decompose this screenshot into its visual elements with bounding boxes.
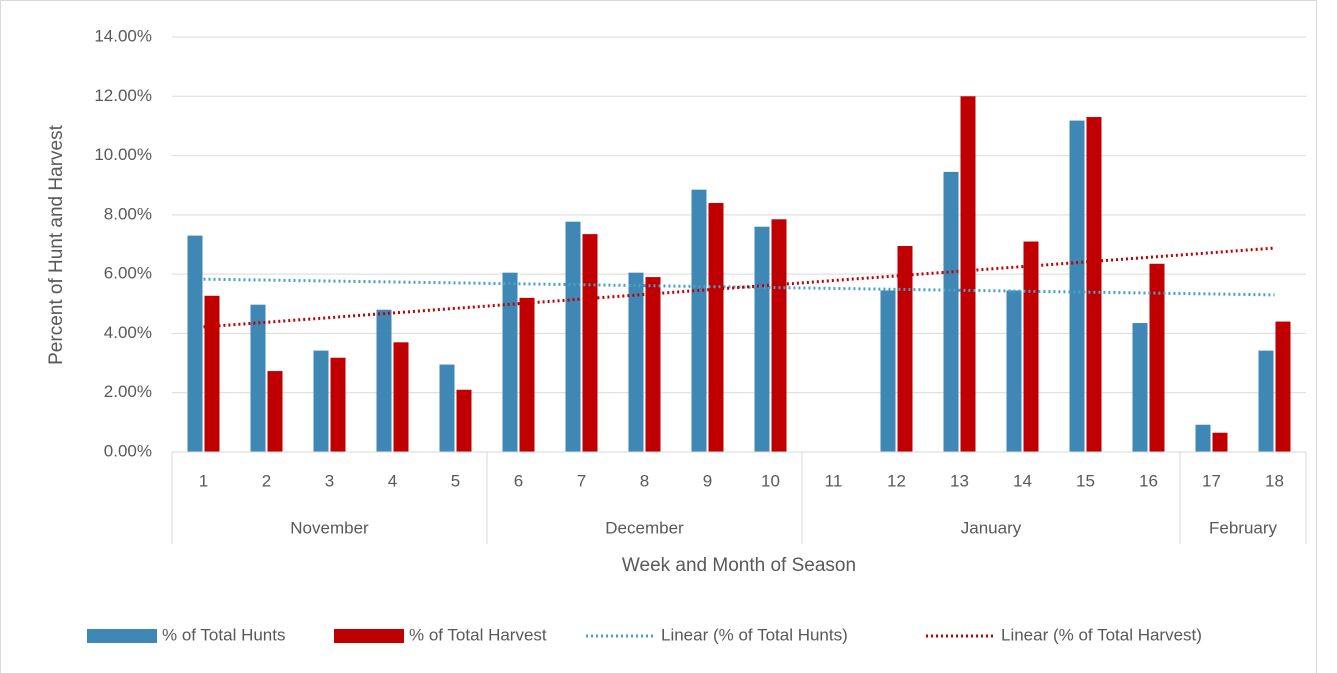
bar xyxy=(456,389,472,452)
x-tick-label: 7 xyxy=(577,471,586,490)
bar xyxy=(502,272,518,452)
x-tick-label: 4 xyxy=(388,471,397,490)
legend-label: Linear (% of Total Hunts) xyxy=(661,625,848,644)
bar xyxy=(1149,263,1165,452)
y-tick-label: 10.00% xyxy=(94,145,152,164)
bar xyxy=(519,297,535,452)
bar xyxy=(565,221,581,452)
bar xyxy=(393,342,409,452)
x-tick-label: 16 xyxy=(1139,471,1158,490)
bar xyxy=(1086,117,1102,453)
bar xyxy=(582,234,598,452)
bar xyxy=(439,364,455,452)
bar xyxy=(628,272,644,452)
x-tick-label: 3 xyxy=(325,471,334,490)
y-tick-label: 4.00% xyxy=(104,323,152,342)
y-tick-label: 2.00% xyxy=(104,382,152,401)
bar xyxy=(645,277,661,452)
legend-label: % of Total Harvest xyxy=(409,625,547,644)
x-tick-label: 12 xyxy=(887,471,906,490)
bar xyxy=(943,171,959,452)
legend-label: % of Total Hunts xyxy=(162,625,285,644)
group-label: December xyxy=(605,518,684,537)
bar xyxy=(880,290,896,452)
group-label: January xyxy=(961,518,1022,537)
x-tick-label: 17 xyxy=(1202,471,1221,490)
bar xyxy=(897,245,913,452)
x-tick-label: 1 xyxy=(199,471,208,490)
group-label: February xyxy=(1209,518,1278,537)
bar xyxy=(691,189,707,453)
bar xyxy=(376,309,392,452)
bar xyxy=(204,295,220,452)
bar xyxy=(267,371,283,452)
x-tick-label: 14 xyxy=(1013,471,1032,490)
y-tick-label: 14.00% xyxy=(94,26,152,45)
x-tick-label: 5 xyxy=(451,471,460,490)
y-tick-label: 8.00% xyxy=(104,204,152,223)
bar xyxy=(187,235,203,452)
bar xyxy=(1212,432,1228,452)
bar xyxy=(330,357,346,452)
bar xyxy=(1132,323,1148,452)
bar xyxy=(1023,241,1039,452)
x-tick-label: 13 xyxy=(950,471,969,490)
bar xyxy=(1006,290,1022,452)
bar xyxy=(1069,120,1085,452)
x-tick-label: 10 xyxy=(761,471,780,490)
x-tick-label: 15 xyxy=(1076,471,1095,490)
x-tick-label: 6 xyxy=(514,471,523,490)
y-tick-label: 0.00% xyxy=(104,441,152,460)
x-tick-label: 8 xyxy=(640,471,649,490)
y-axis-title: Percent of Hunt and Harvest xyxy=(46,124,67,364)
x-tick-label: 11 xyxy=(825,471,843,490)
x-tick-label: 2 xyxy=(262,471,271,490)
group-label: November xyxy=(290,518,369,537)
x-axis-title: Week and Month of Season xyxy=(622,555,856,576)
legend-label: Linear (% of Total Harvest) xyxy=(1001,625,1202,644)
bar xyxy=(708,203,724,452)
trendline xyxy=(203,246,1275,329)
bar xyxy=(1258,350,1274,452)
legend-swatch xyxy=(334,629,404,643)
y-tick-label: 12.00% xyxy=(94,86,152,105)
y-tick-label: 6.00% xyxy=(104,264,152,283)
bar xyxy=(250,304,266,452)
x-tick-label: 18 xyxy=(1265,471,1284,490)
legend-swatch xyxy=(87,629,157,643)
bar xyxy=(960,96,976,453)
bar xyxy=(754,226,770,452)
bar xyxy=(1275,321,1291,452)
bar xyxy=(313,350,329,452)
bar xyxy=(771,219,787,452)
bar xyxy=(1195,424,1211,452)
x-tick-label: 9 xyxy=(703,471,712,490)
